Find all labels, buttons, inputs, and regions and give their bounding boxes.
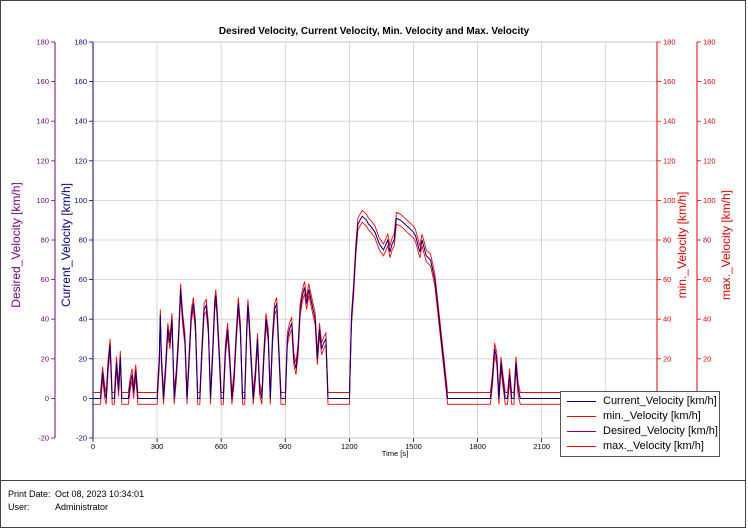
user-value: Administrator <box>55 502 109 512</box>
x-tick-label: 0 <box>91 442 95 451</box>
y-tick-label-min: 60 <box>663 275 671 284</box>
y-tick-label-min: 100 <box>663 196 676 205</box>
y-tick-label-min: 80 <box>663 236 671 245</box>
x-tick-label: 1200 <box>341 442 358 451</box>
y-tick-label-desired: 80 <box>41 236 49 245</box>
x-tick-label: 300 <box>151 442 164 451</box>
y-tick-label-desired: 120 <box>36 156 49 165</box>
y-tick-label-current: 140 <box>74 117 87 126</box>
footer-separator <box>0 480 746 481</box>
y-tick-label-min: 20 <box>663 354 671 363</box>
legend-label-desired: Desired_Velocity [km/h] <box>603 425 718 437</box>
y-tick-label-current: 100 <box>74 196 87 205</box>
y-axis-label-current: Current_Velocity [km/h] <box>59 183 73 307</box>
y-tick-label-min: 40 <box>663 315 671 324</box>
y-tick-label-max: 20 <box>703 354 711 363</box>
y-tick-label-current: 40 <box>79 315 87 324</box>
legend-swatch-min <box>567 416 596 417</box>
y-tick-label-desired: 60 <box>41 275 49 284</box>
y-tick-label-desired: 140 <box>36 117 49 126</box>
y-tick-label-desired: 20 <box>41 354 49 363</box>
y-tick-label-max: 160 <box>703 77 716 86</box>
print-date-value: Oct 08, 2023 10:34:01 <box>55 489 145 499</box>
legend-item-desired: Desired_Velocity [km/h] <box>561 424 719 439</box>
y-tick-label-desired: 0 <box>45 394 49 403</box>
x-tick-label: 600 <box>215 442 228 451</box>
y-axis-label-desired: Desired_Velocity [km/h] <box>9 182 23 307</box>
x-tick-label: 900 <box>279 442 292 451</box>
user-label: User: <box>8 502 30 512</box>
y-tick-label-max: 80 <box>703 236 711 245</box>
y-tick-label-current: 60 <box>79 275 87 284</box>
y-tick-label-current: 80 <box>79 236 87 245</box>
y-tick-label-desired: 180 <box>36 38 49 47</box>
y-tick-label-max: 100 <box>703 196 716 205</box>
y-tick-label-max: 40 <box>703 315 711 324</box>
y-tick-label-min: 120 <box>663 156 676 165</box>
chart-title: Desired Velocity, Current Velocity, Min.… <box>218 26 530 37</box>
y-tick-label-desired: -20 <box>38 434 49 443</box>
legend-swatch-max <box>567 446 596 447</box>
legend-swatch-desired <box>567 431 596 432</box>
y-tick-label-current: 120 <box>74 156 87 165</box>
print-date-label: Print Date: <box>8 489 51 499</box>
legend-swatch-current <box>567 401 596 402</box>
y-tick-label-max: 120 <box>703 156 716 165</box>
y-tick-label-desired: 40 <box>41 315 49 324</box>
y-tick-label-min: 160 <box>663 77 676 86</box>
legend-item-current: Current_Velocity [km/h] <box>561 394 719 409</box>
y-tick-label-min: 140 <box>663 117 676 126</box>
x-tick-label: 2100 <box>533 442 550 451</box>
y-axis-label-min: min._Velocity [km/h] <box>675 192 689 299</box>
y-tick-label-current: 0 <box>83 394 87 403</box>
legend-item-max: max._Velocity [km/h] <box>561 439 719 454</box>
legend-label-min: min._Velocity [km/h] <box>603 410 701 422</box>
y-tick-label-max: 60 <box>703 275 711 284</box>
x-axis-label: Time [s] <box>382 449 408 458</box>
y-tick-label-desired: 160 <box>36 77 49 86</box>
y-tick-label-desired: 100 <box>36 196 49 205</box>
y-tick-label-max: 180 <box>703 38 716 47</box>
x-tick-label: 1800 <box>469 442 486 451</box>
legend-label-max: max._Velocity [km/h] <box>603 440 704 452</box>
y-tick-label-max: 140 <box>703 117 716 126</box>
y-tick-label-current: 160 <box>74 77 87 86</box>
chart-legend: Current_Velocity [km/h] min._Velocity [k… <box>560 391 720 457</box>
y-tick-label-current: 180 <box>74 38 87 47</box>
y-tick-label-current: -20 <box>76 434 87 443</box>
legend-item-min: min._Velocity [km/h] <box>561 409 719 424</box>
y-tick-label-current: 20 <box>79 354 87 363</box>
y-axis-label-max: max._Velocity [km/h] <box>719 190 733 300</box>
y-tick-label-min: 180 <box>663 38 676 47</box>
x-tick-label: 1500 <box>405 442 422 451</box>
chart-svg: 030060090012001500180021002400Time [s]-2… <box>9 38 733 459</box>
legend-label-current: Current_Velocity [km/h] <box>603 395 717 407</box>
